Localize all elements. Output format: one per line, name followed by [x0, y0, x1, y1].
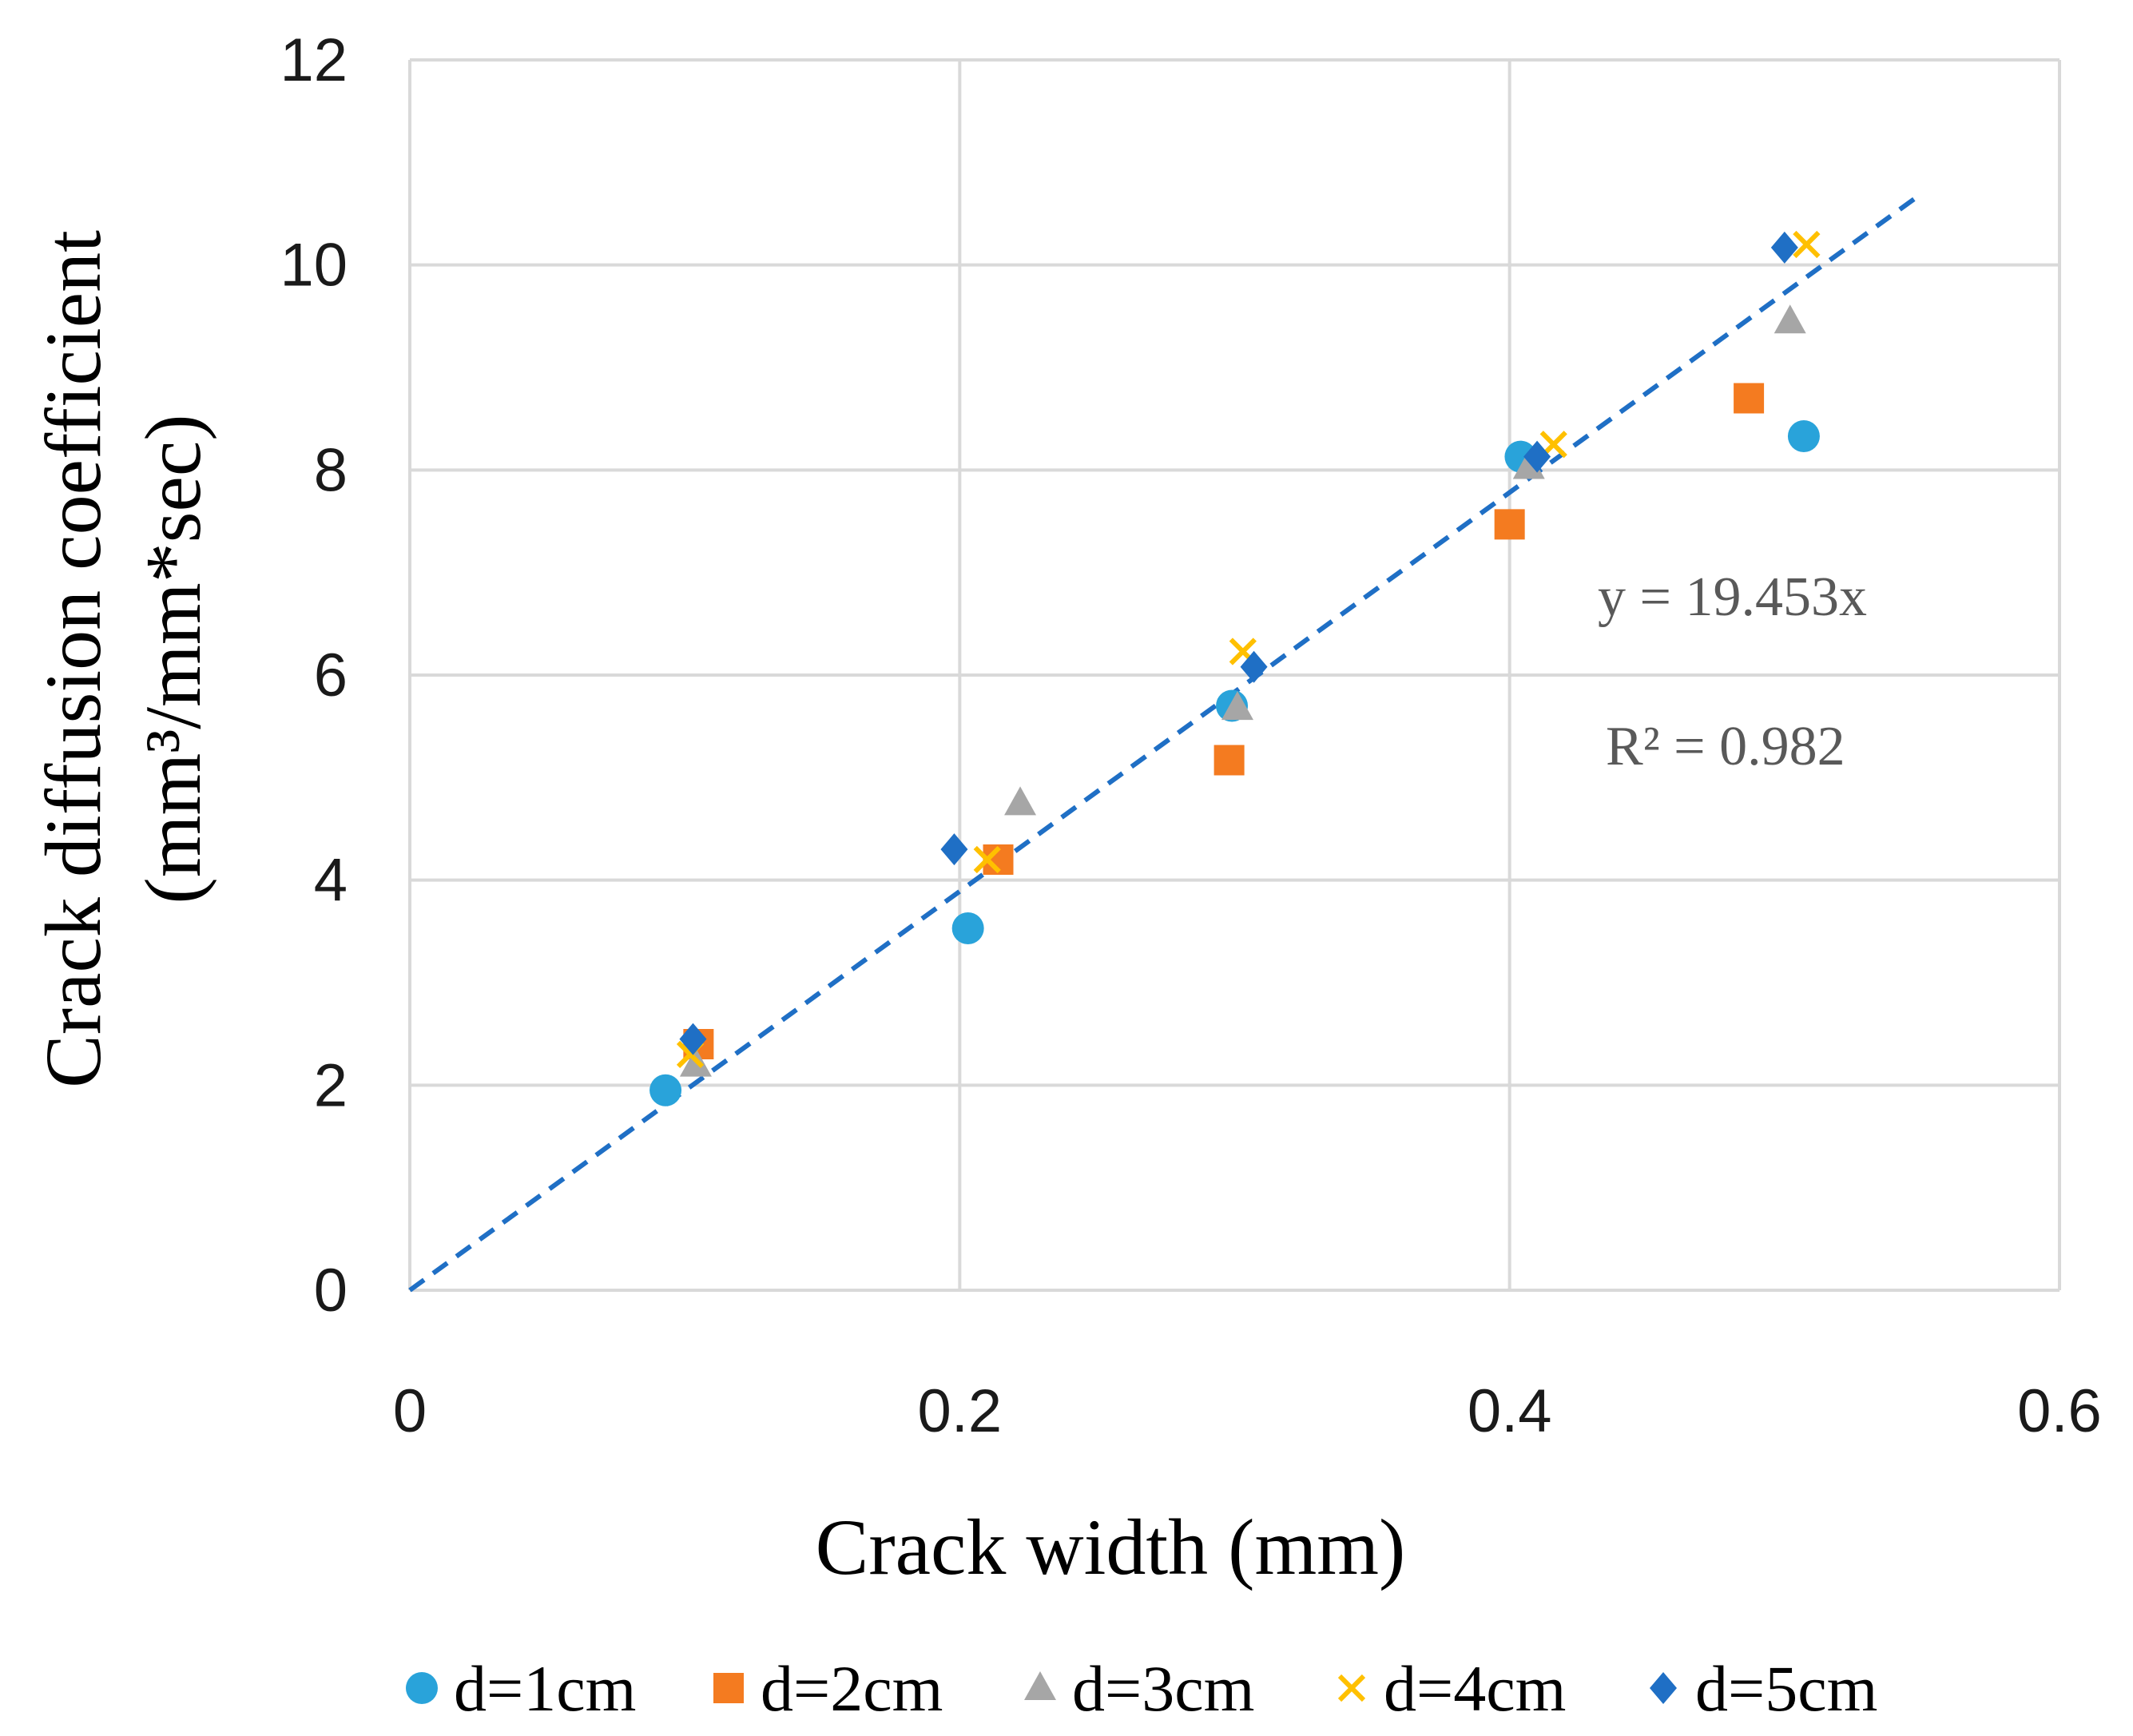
legend-label: d=3cm	[1072, 1652, 1254, 1725]
data-point	[1774, 304, 1806, 334]
data-point	[1240, 650, 1268, 683]
data-point	[1004, 786, 1037, 816]
tick-labels: 0 2 4 6 8 10 12 0 0.2 0.4 0.6	[280, 26, 2101, 1445]
y-axis-title: Crack diffusion coefficient	[29, 230, 117, 1088]
data-points	[649, 230, 1821, 1106]
legend-marker	[713, 1673, 744, 1703]
legend-marker	[406, 1672, 438, 1704]
y-tick-label: 12	[280, 26, 348, 94]
data-point	[1787, 419, 1820, 452]
legend-marker	[1024, 1671, 1056, 1700]
legend-label: d=5cm	[1695, 1652, 1877, 1725]
data-point	[1734, 383, 1765, 414]
data-point	[1213, 745, 1245, 776]
y-tick-label: 10	[280, 232, 348, 300]
series-d=2cm	[683, 383, 1765, 1059]
legend: d=1cm d=2cm d=3cm d=4cm d=5cm	[406, 1652, 1877, 1725]
trendline-equation: y = 19.453x	[1598, 566, 1867, 628]
x-tick-label: 0.4	[1468, 1377, 1552, 1445]
data-point	[1494, 509, 1525, 540]
grid	[408, 58, 2061, 1292]
y-axis-title-line1: Crack diffusion coefficient	[29, 230, 117, 1088]
y-axis-unit: (mm³/mm*sec)	[129, 414, 217, 904]
x-tick-label: 0.6	[2017, 1377, 2102, 1445]
data-point	[951, 912, 984, 944]
data-point	[679, 1023, 707, 1055]
series-d=5cm	[679, 231, 1798, 1055]
legend-label: d=1cm	[454, 1652, 636, 1725]
series-d=3cm	[679, 304, 1806, 1077]
y-tick-label: 4	[314, 847, 348, 915]
x-axis-title: Crack width (mm)	[816, 1503, 1406, 1591]
legend-item-d=1cm: d=1cm	[406, 1652, 636, 1725]
data-point	[940, 833, 968, 866]
legend-item-d=5cm: d=5cm	[1650, 1652, 1877, 1725]
legend-label: d=2cm	[761, 1652, 943, 1725]
legend-item-d=2cm: d=2cm	[713, 1652, 943, 1725]
y-tick-label: 8	[314, 436, 348, 504]
y-tick-label: 2	[314, 1051, 348, 1119]
data-point	[649, 1074, 682, 1106]
legend-item-d=3cm: d=3cm	[1024, 1652, 1254, 1725]
r-squared-label: R² = 0.982	[1606, 716, 1845, 777]
y-tick-label: 6	[314, 642, 348, 709]
legend-marker	[1337, 1674, 1366, 1702]
y-tick-label: 0	[314, 1257, 348, 1325]
data-point	[1221, 691, 1253, 721]
series-d=4cm	[676, 230, 1821, 1068]
y-axis-title-line2: (mm³/mm*sec)	[129, 414, 217, 904]
data-point	[973, 845, 1001, 874]
x-tick-label: 0	[393, 1377, 427, 1445]
legend-marker	[1650, 1672, 1677, 1704]
legend-label: d=4cm	[1384, 1652, 1566, 1725]
trendline	[408, 191, 1924, 1293]
trendline-group	[408, 191, 1924, 1293]
data-point	[1793, 230, 1821, 259]
x-tick-label: 0.2	[918, 1377, 1003, 1445]
data-point	[1770, 231, 1798, 264]
data-point	[1523, 440, 1551, 473]
legend-item-d=4cm: d=4cm	[1337, 1652, 1566, 1725]
